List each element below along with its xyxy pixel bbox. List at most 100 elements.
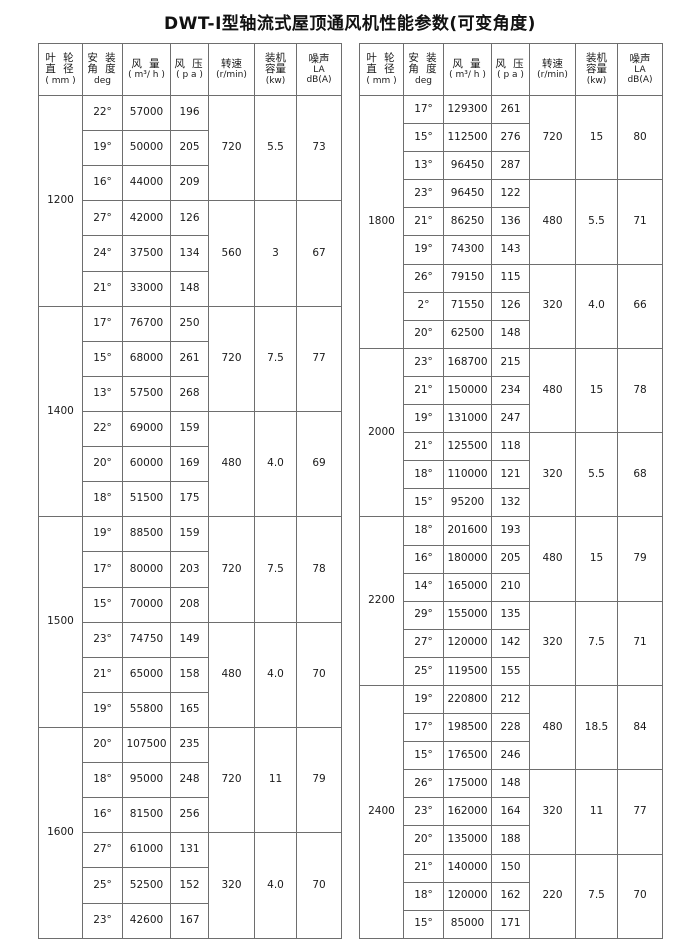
table-row: 2200 18° 201600 193 480 15 79: [359, 516, 663, 686]
cell-flow: 112500: [443, 123, 492, 153]
col-header-speed-unit: (r/min): [216, 70, 247, 81]
cell-power: 4.0: [254, 621, 297, 728]
cell-pressure: 261: [491, 94, 530, 125]
cell-pressure: 193: [491, 516, 530, 546]
cell-power: 5.5: [575, 179, 618, 265]
cell-angle: 17°: [82, 305, 123, 342]
cell-angle: 2°: [403, 291, 444, 321]
col-header-noise-cn: 噪声: [629, 52, 651, 65]
col-header-speed-cn: 转速: [221, 57, 242, 70]
cell-flow: 155000: [443, 600, 492, 630]
cell-power: 11: [575, 769, 618, 855]
cell-angle: 20°: [403, 825, 444, 855]
cell-flow: 95000: [122, 762, 171, 799]
spec-table-right: 叶 轮 直 径 ( mm ) 安 装 角 度 deg 风 量 ( m³/ h )…: [359, 43, 663, 939]
cell-noise: 70: [617, 853, 663, 939]
col-header-power-cn1: 装机: [586, 51, 607, 64]
cell-flow: 42000: [122, 200, 171, 237]
table-row: 26° 79150 115 320 4.0 66: [360, 263, 663, 349]
col-header-noise: 噪声 LA dB(A): [617, 43, 663, 96]
cell-angle: 22°: [82, 94, 123, 132]
cell-angle: 25°: [403, 656, 444, 686]
cell-angle: 23°: [403, 797, 444, 827]
cell-power: 15: [575, 516, 618, 602]
cell-pressure: 132: [491, 488, 530, 518]
cell-noise: 78: [296, 516, 342, 623]
cell-pressure: 175: [170, 481, 209, 518]
cell-flow: 135000: [443, 825, 492, 855]
cell-pressure: 152: [170, 867, 209, 904]
cell-pressure: 203: [170, 551, 209, 588]
cell-angle: 19°: [403, 404, 444, 434]
cell-speed: 720: [208, 94, 255, 202]
col-header-flow: 风 量 ( m³/ h ): [443, 43, 492, 96]
col-header-angle-unit: deg: [94, 76, 111, 87]
cell-pressure: 142: [491, 628, 530, 658]
cell-pressure: 135: [491, 600, 530, 630]
cell-flow: 129300: [443, 94, 492, 125]
cell-angle: 17°: [403, 94, 444, 125]
cell-pressure: 256: [170, 797, 209, 834]
cell-speed: 480: [529, 347, 576, 434]
cell-flow: 88500: [122, 516, 171, 553]
table-row: 1200 22° 57000 196 720 5.5 73: [38, 94, 342, 307]
table-row: 1800 17° 129300 261 720 15 80: [359, 94, 663, 349]
table-row: 15° 112500 276: [360, 123, 663, 153]
cell-pressure: 196: [170, 94, 209, 132]
cell-angle: 21°: [403, 432, 444, 462]
col-header-power: 装机 容量 (kw): [254, 43, 297, 96]
table-row: 13° 57500 268: [39, 375, 342, 412]
cell-flow: 50000: [122, 130, 171, 167]
table-row: 23° 74750 149 480 4.0 70: [39, 621, 342, 728]
table-row: 19° 55800 165: [39, 691, 342, 728]
cell-diameter: 1800: [359, 95, 404, 349]
cell-pressure: 210: [491, 572, 530, 602]
cell-angle: 27°: [403, 628, 444, 658]
col-header-flow-cn: 风 量: [452, 57, 483, 70]
cell-speed: 720: [208, 726, 255, 834]
cell-flow: 96450: [443, 151, 492, 181]
cell-angle: 18°: [403, 460, 444, 490]
cell-flow: 52500: [122, 867, 171, 904]
cell-pressure: 162: [491, 881, 530, 911]
table-row: 20° 62500 148: [360, 319, 663, 349]
cell-flow: 81500: [122, 797, 171, 834]
col-header-pressure-cn: 风 压: [495, 57, 526, 70]
cell-power: 15: [575, 347, 618, 434]
cell-angle: 23°: [403, 179, 444, 209]
cell-angle: 19°: [82, 130, 123, 167]
cell-angle: 21°: [403, 375, 444, 406]
cell-angle: 18°: [403, 516, 444, 546]
cell-angle: 16°: [82, 797, 123, 834]
col-header-noise-cn: 噪声: [308, 52, 330, 65]
col-header-flow: 风 量 ( m³/ h ): [122, 43, 171, 96]
cell-power: 7.5: [575, 853, 618, 939]
table-row: 17° 198500 228: [360, 713, 663, 743]
cell-pressure: 115: [491, 263, 530, 293]
table-body-left: 1200 22° 57000 196 720 5.5 73 19° 50000 205 16° 440…: [38, 94, 342, 939]
cell-flow: 62500: [443, 319, 492, 349]
col-header-pressure: 风 压 ( p a ): [491, 43, 530, 96]
col-header-noise: 噪声 LA dB(A): [296, 43, 342, 96]
cell-speed: 720: [208, 305, 255, 412]
cell-angle: 26°: [403, 263, 444, 293]
cell-flow: 65000: [122, 656, 171, 693]
cell-angle: 18°: [82, 762, 123, 799]
cell-angle: 15°: [82, 586, 123, 623]
cell-flow: 140000: [443, 853, 492, 883]
cell-flow: 150000: [443, 375, 492, 406]
cell-speed: 480: [529, 179, 576, 265]
cell-flow: 70000: [122, 586, 171, 623]
cell-flow: 125500: [443, 432, 492, 462]
cell-power: 7.5: [254, 516, 297, 623]
table-row: 16° 180000 205: [360, 544, 663, 574]
cell-noise: 70: [296, 832, 342, 939]
cell-flow: 176500: [443, 741, 492, 771]
table-row: 21° 140000 150 220 7.5 70: [360, 853, 663, 939]
cell-noise: 66: [617, 263, 663, 349]
cell-flow: 110000: [443, 460, 492, 490]
cell-angle: 21°: [82, 656, 123, 693]
cell-angle: 13°: [403, 151, 444, 181]
cell-speed: 220: [529, 853, 576, 939]
cell-angle: 20°: [82, 446, 123, 483]
